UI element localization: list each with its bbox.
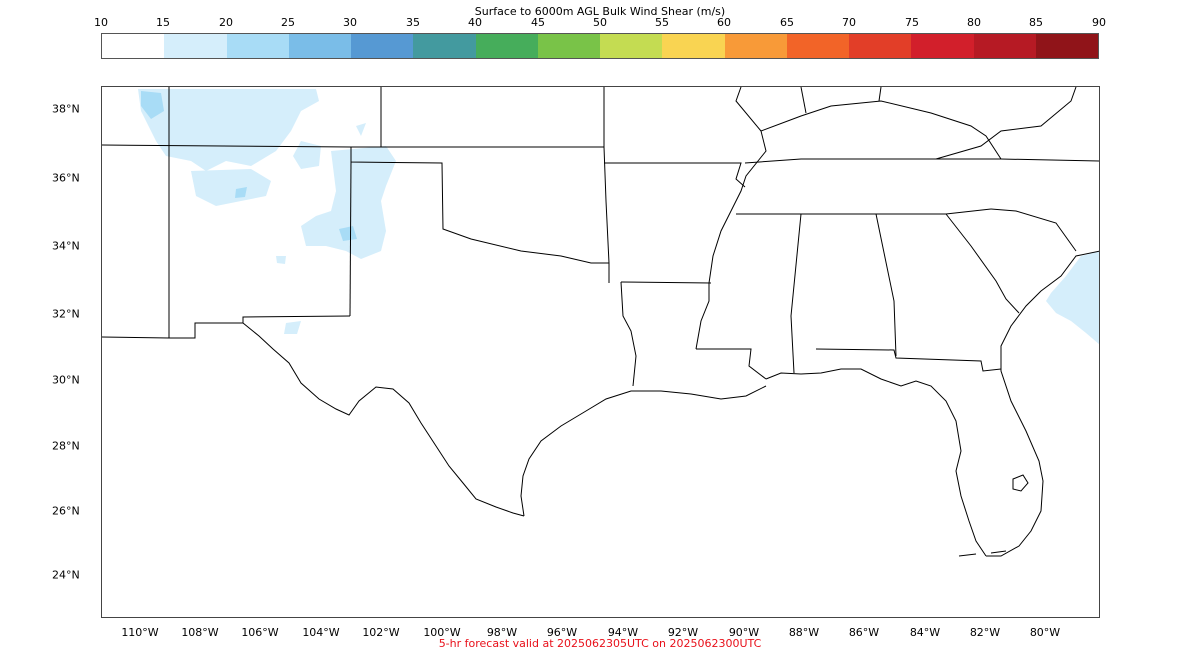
lon-label: 88°W: [788, 626, 820, 639]
colorbar: [101, 33, 1099, 59]
lon-label: 94°W: [607, 626, 639, 639]
colorbar-segment: [911, 34, 974, 58]
colorbar-segment: [849, 34, 912, 58]
shear-area-panhandle: [301, 146, 396, 259]
lon-label: 86°W: [848, 626, 880, 639]
shear-area-ne-kansas: [356, 123, 366, 136]
colorbar-tick: 25: [281, 16, 295, 29]
colorbar-tick: 85: [1029, 16, 1043, 29]
map-title: Surface to 6000m AGL Bulk Wind Shear (m/…: [474, 5, 726, 18]
colorbar-tick: 15: [156, 16, 170, 29]
shear-area-atlantic: [1046, 251, 1099, 345]
lon-label: 108°W: [181, 626, 219, 639]
state-borders: [102, 87, 1099, 557]
shear-area-kansas: [293, 141, 321, 169]
map-svg: [102, 87, 1099, 557]
colorbar-segment: [786, 34, 849, 58]
lat-label: 30°N: [52, 373, 80, 387]
lat-label: 32°N: [52, 307, 80, 321]
colorbar-tick: 45: [531, 16, 545, 29]
shear-area-colorado: [138, 89, 319, 171]
colorbar-tick: 60: [717, 16, 731, 29]
lon-label: 84°W: [909, 626, 941, 639]
lat-label: 34°N: [52, 239, 80, 253]
colorbar-tick: 50: [593, 16, 607, 29]
shear-core-nm: [235, 187, 247, 198]
lat-label: 26°N: [52, 504, 80, 518]
colorbar-tick: 40: [468, 16, 482, 29]
colorbar-segment: [413, 34, 476, 58]
colorbar-segment: [1035, 34, 1098, 58]
colorbar-segment: [973, 34, 1036, 58]
colorbar-tick: 80: [967, 16, 981, 29]
colorbar-tick: 65: [780, 16, 794, 29]
colorbar-segment: [600, 34, 663, 58]
colorbar-segment: [724, 34, 787, 58]
lon-label: 80°W: [1029, 626, 1061, 639]
colorbar-segment: [164, 34, 227, 58]
colorbar-segment: [351, 34, 414, 58]
colorbar-tick: 35: [406, 16, 420, 29]
colorbar-tick: 75: [905, 16, 919, 29]
lon-label: 90°W: [728, 626, 760, 639]
shear-shading: [138, 89, 1099, 345]
colorbar-tick: 30: [343, 16, 357, 29]
colorbar-tick: 55: [655, 16, 669, 29]
colorbar-segment: [662, 34, 725, 58]
lon-label: 100°W: [423, 626, 461, 639]
colorbar-tick: 20: [219, 16, 233, 29]
shear-area-nm-north: [191, 169, 271, 206]
colorbar-segment: [288, 34, 351, 58]
forecast-footer: 5-hr forecast valid at 2025062305UTC on …: [438, 637, 762, 650]
lat-label: 38°N: [52, 102, 80, 116]
colorbar-segment: [537, 34, 600, 58]
colorbar-segment: [226, 34, 289, 58]
colorbar-segment: [102, 34, 165, 58]
lon-label: 102°W: [362, 626, 400, 639]
lat-label: 24°N: [52, 568, 80, 582]
lon-label: 104°W: [302, 626, 340, 639]
colorbar-tick: 10: [94, 16, 108, 29]
shear-area-small-2: [284, 321, 301, 334]
lat-label: 36°N: [52, 171, 80, 185]
lon-label: 82°W: [969, 626, 1001, 639]
map-panel: [101, 86, 1100, 618]
shear-shading-mid: [141, 91, 357, 241]
colorbar-segment: [475, 34, 538, 58]
lat-label: 28°N: [52, 439, 80, 453]
lon-label: 110°W: [121, 626, 159, 639]
lon-label: 96°W: [546, 626, 578, 639]
colorbar-tick: 90: [1092, 16, 1106, 29]
lon-label: 106°W: [241, 626, 279, 639]
shear-core-panhandle: [339, 226, 357, 241]
shear-area-small-1: [276, 256, 286, 264]
lon-label: 98°W: [486, 626, 518, 639]
lon-label: 92°W: [667, 626, 699, 639]
shear-core-colorado: [141, 91, 164, 119]
colorbar-tick: 70: [842, 16, 856, 29]
